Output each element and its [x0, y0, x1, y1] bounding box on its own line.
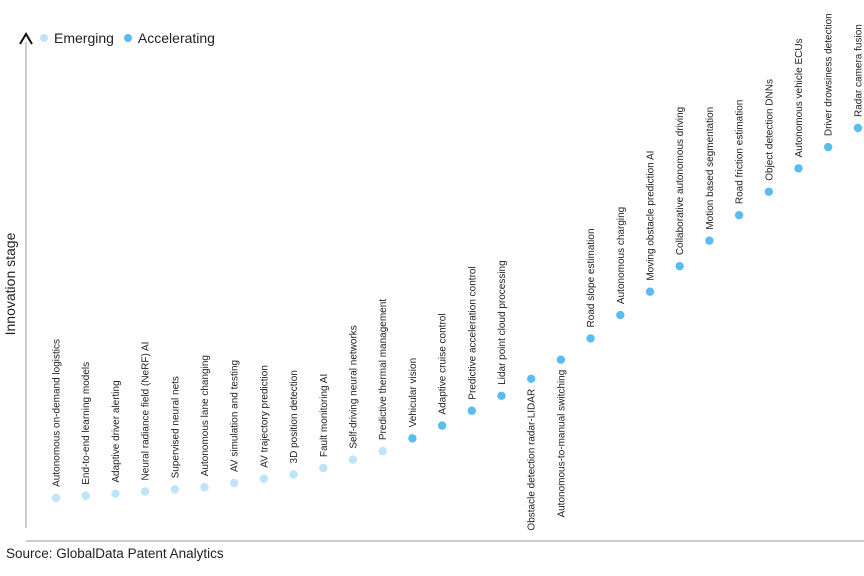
data-point [556, 355, 566, 364]
data-point-label: 3D position detection [289, 370, 300, 463]
data-point-label: Neural radiance field (NeRF) AI [141, 342, 152, 481]
data-point-label: Radar camera fusion [853, 24, 864, 117]
chart-legend: Emerging Accelerating [40, 30, 225, 46]
data-point [467, 406, 476, 415]
data-point-label: Predictive acceleration control [467, 266, 478, 399]
data-point-label: Self-driving neural networks [349, 325, 360, 448]
data-point [348, 455, 358, 464]
data-point [140, 487, 150, 496]
data-point [794, 164, 803, 173]
data-point-label: Autonomous vehicle ECUs [794, 38, 805, 157]
data-point-label: Autonomous charging [616, 207, 627, 304]
data-point [675, 261, 684, 271]
data-point-label: Adaptive cruise control [438, 313, 449, 414]
chart-marks [51, 123, 863, 503]
data-point-label: Supervised neural nets [170, 376, 181, 478]
data-point-label: Driver drowsiness detection [824, 13, 835, 136]
data-point [81, 491, 90, 500]
data-point [705, 236, 714, 245]
chart-point-labels: Autonomous on-demand logistics End-to-end… [52, 13, 864, 530]
data-point [259, 474, 269, 483]
legend-label-emerging: Emerging [54, 30, 114, 46]
data-point-label: Lidar point cloud processing [497, 260, 508, 385]
legend-item-emerging: Emerging [40, 30, 114, 46]
data-point [853, 123, 863, 133]
data-point-label: Autonomous-to-manual switching [556, 370, 567, 518]
data-point-label: End-to-end learning models [81, 362, 92, 485]
data-point [527, 374, 536, 384]
data-point [586, 334, 595, 343]
data-point-label: Autonomous lane changing [200, 355, 211, 476]
data-point-label: AV trajectory prediction [259, 365, 270, 468]
data-point [319, 463, 328, 473]
data-point [645, 287, 655, 296]
y-axis-label: Innovation stage [2, 232, 18, 336]
data-point-label: AV simulation and testing [230, 360, 241, 472]
data-point-label: Obstacle detection radar-LIDAR [527, 389, 538, 531]
data-point-label: Road friction estimation [735, 100, 746, 205]
data-point [497, 391, 506, 401]
source-note: Source: GlobalData Patent Analytics [6, 546, 224, 561]
data-point [764, 187, 773, 196]
y-axis-arrow-icon [19, 32, 33, 45]
data-point [51, 493, 61, 503]
legend-label-accelerating: Accelerating [137, 30, 215, 46]
data-point [230, 478, 239, 488]
data-point-label: Collaborative autonomous driving [675, 107, 686, 255]
data-point-label: Autonomous on-demand logistics [52, 339, 63, 487]
data-point [437, 421, 447, 430]
data-point [111, 489, 120, 498]
data-point [616, 310, 625, 320]
data-point [734, 210, 744, 220]
data-point-label: Motion based segmentation [705, 107, 716, 230]
legend-swatch-emerging [40, 34, 48, 42]
data-point [170, 485, 179, 494]
chart-axes [19, 32, 864, 542]
data-point-label: Moving obstacle prediction AI [646, 151, 657, 281]
data-point [824, 142, 833, 152]
data-point-label: Adaptive driver alerting [111, 380, 122, 482]
legend-item-accelerating: Accelerating [123, 30, 215, 46]
data-point-label: Road slope estimation [586, 228, 597, 327]
data-point-label: Object detection DNNs [764, 79, 775, 181]
legend-swatch-accelerating [123, 34, 132, 42]
data-point-label: Vehicular vision [408, 358, 419, 427]
data-point [289, 470, 298, 479]
data-point-label: Predictive thermal management [378, 299, 389, 440]
data-point [408, 434, 417, 443]
data-point [378, 446, 387, 456]
data-point-label: Fault monitoring AI [319, 374, 330, 457]
data-point [200, 483, 209, 492]
